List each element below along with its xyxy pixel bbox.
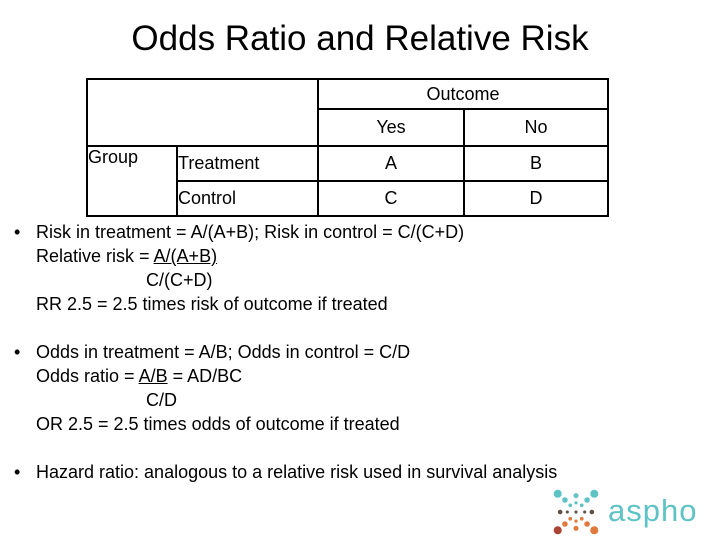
cell-outcome-header: Outcome: [317, 78, 609, 110]
cell-group-header: Group: [86, 145, 178, 217]
fraction-numerator: A/B: [138, 366, 168, 386]
bullet-odds-ratio-text: Odds in treatment = A/B; Odds in control…: [36, 340, 714, 436]
aspho-logo: aspho: [551, 486, 697, 538]
cell-treatment-yes: A: [317, 145, 465, 182]
cell-treatment-label: Treatment: [176, 145, 319, 182]
aspho-logo-mark-icon: [553, 489, 599, 535]
table-row: Control C D: [87, 180, 609, 217]
empty-corner-cell: [86, 78, 319, 147]
bullet-relative-risk: • Risk in treatment = A/(A+B); Risk in c…: [14, 220, 714, 316]
aspho-logo-wordmark: aspho: [608, 492, 698, 528]
bullet-list: • Risk in treatment = A/(A+B); Risk in c…: [14, 220, 714, 484]
odds-ratio-formula-line: Odds ratio = A/B = AD/BC: [36, 366, 243, 386]
slide-title: Odds Ratio and Relative Risk: [131, 19, 589, 58]
or-interpretation-line: OR 2.5 = 2.5 times odds of outcome if tr…: [36, 414, 400, 434]
cell-treatment-no: B: [463, 145, 609, 182]
bullet-odds-ratio: • Odds in treatment = A/B; Odds in contr…: [14, 340, 714, 436]
bullet-relative-risk-text: Risk in treatment = A/(A+B); Risk in con…: [36, 220, 714, 316]
contingency-table: Outcome Yes No Group Treatment A B Contr…: [86, 78, 609, 217]
cell-control-no: D: [463, 180, 609, 217]
bullet-icon: •: [14, 342, 21, 362]
cell-control-yes: C: [317, 180, 465, 217]
risk-definition-line: Risk in treatment = A/(A+B); Risk in con…: [36, 222, 465, 242]
bullet-hazard-ratio-text: Hazard ratio: analogous to a relative ri…: [36, 460, 714, 484]
fraction-denominator: C/(C+D): [146, 270, 213, 290]
table-row: Outcome: [86, 78, 609, 147]
bullet-icon: •: [14, 222, 21, 242]
odds-definition-line: Odds in treatment = A/B; Odds in control…: [36, 342, 411, 362]
bullet-hazard-ratio: • Hazard ratio: analogous to a relative …: [14, 460, 714, 484]
fraction-denominator: C/D: [146, 390, 177, 410]
bullet-icon: •: [14, 462, 21, 482]
relative-risk-formula-line: Relative risk = A/(A+B): [36, 246, 218, 266]
fraction-numerator: A/(A+B): [153, 246, 218, 266]
cell-control-label: Control: [176, 180, 319, 217]
cell-yes-header: Yes: [317, 108, 465, 147]
table-row: Yes No: [87, 108, 609, 147]
hazard-ratio-line: Hazard ratio: analogous to a relative ri…: [36, 462, 558, 482]
cell-no-header: No: [463, 108, 609, 147]
table-row: Group Treatment A B: [86, 145, 609, 217]
rr-interpretation-line: RR 2.5 = 2.5 times risk of outcome if tr…: [36, 294, 388, 314]
